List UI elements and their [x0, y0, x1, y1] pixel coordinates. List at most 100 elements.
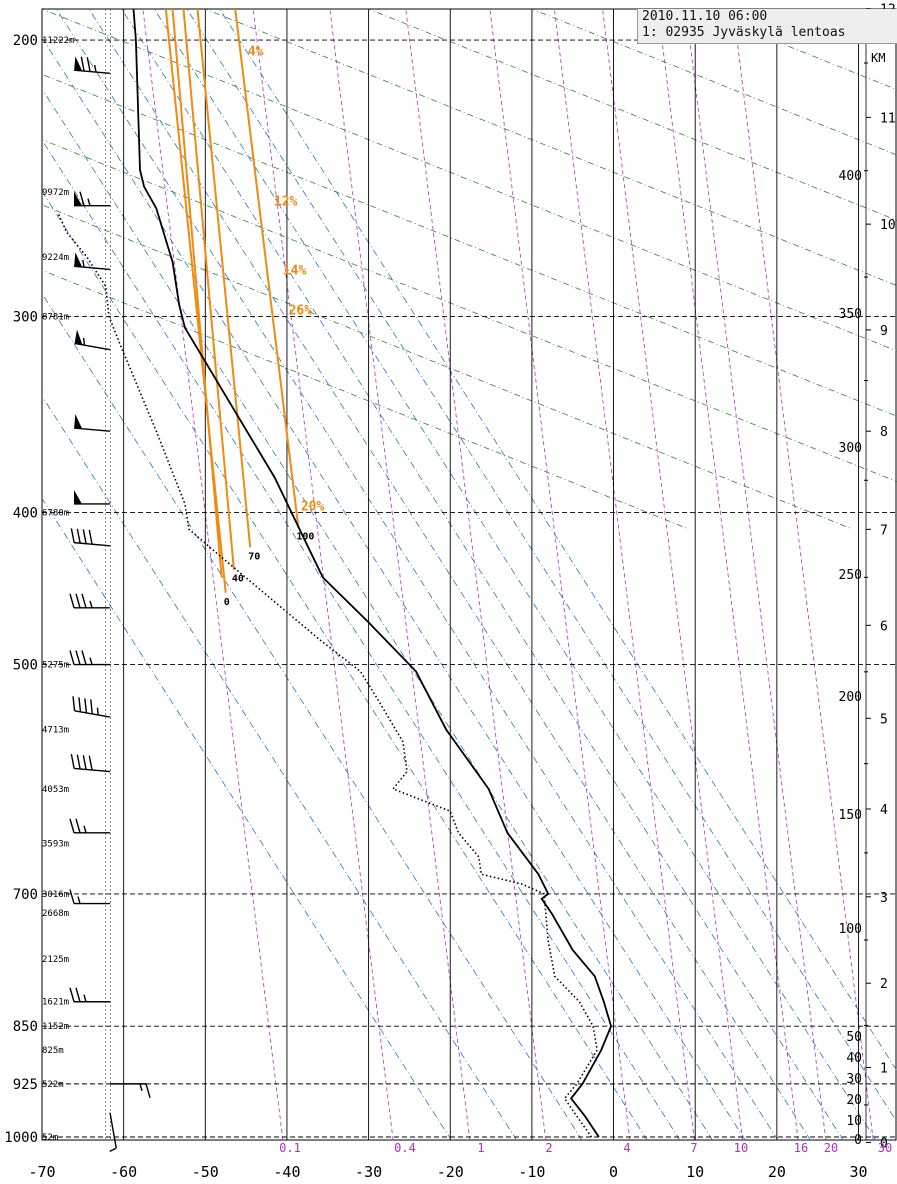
- wind-barb-flag: [88, 529, 93, 545]
- wind-barb-half-flag: [93, 64, 97, 73]
- km-tick-label: 1: [880, 1061, 888, 1076]
- mixing-ratio-line: [553, 9, 695, 1140]
- height-label: 2668m: [42, 909, 69, 919]
- theta-label: 10: [846, 1114, 862, 1129]
- theta-label: 100: [839, 922, 862, 937]
- wind-barb-flag: [81, 650, 87, 665]
- temperature-tick-label: 30: [849, 1163, 867, 1181]
- wind-barb-flag: [84, 698, 88, 713]
- wind-barb-flag: [79, 191, 85, 206]
- wind-barb-staff: [74, 265, 111, 271]
- pressure-tick-label: 700: [13, 887, 38, 903]
- percentage-annotation: 26%: [289, 304, 313, 319]
- mixing-ratio-line: [405, 9, 547, 1140]
- moist-adiabat-line: [55, 9, 779, 1140]
- wind-barb: [69, 593, 110, 609]
- wind-barb-flag: [80, 56, 85, 72]
- dry-adiabat-line: [694, 9, 897, 91]
- wind-barb-staff: [74, 342, 111, 351]
- theta-label: 150: [839, 808, 862, 823]
- wind-barb-pennant: [74, 414, 83, 429]
- wind-barb-pennant: [74, 56, 83, 71]
- theta-label: 20: [846, 1093, 862, 1108]
- theta-label: 0: [854, 1133, 862, 1148]
- wind-barb-flag: [75, 593, 81, 608]
- km-tick-label: 2: [880, 977, 888, 992]
- mixing-ratio-label: 10: [734, 1141, 748, 1155]
- dry-adiabat-line: [42, 9, 897, 352]
- wind-barb-flag: [75, 650, 81, 665]
- wind-barb: [69, 650, 110, 666]
- temperature-tick-label: -20: [437, 1163, 464, 1181]
- wind-barb-half-flag: [82, 259, 85, 268]
- moist-adiabat-line: [42, 293, 583, 1140]
- mixing-ratio-label: 4: [623, 1141, 630, 1155]
- temperature-tick-label: -60: [110, 1163, 137, 1181]
- wind-barb-pennant: [74, 329, 83, 345]
- wind-barb-flag: [75, 818, 81, 834]
- wind-barb-flag: [78, 697, 82, 712]
- moist-adiabat-line: [42, 395, 518, 1140]
- wind-barb-flag: [69, 818, 75, 834]
- dry-adiabat-line: [42, 204, 853, 530]
- moist-adiabat-line: [42, 88, 713, 1140]
- sounding-station: 1: 02935 Jyväskylä lentoas: [642, 25, 846, 40]
- wind-barb-pennant: [74, 252, 83, 267]
- mixing-ratio-line: [329, 9, 471, 1140]
- wind-barb: [110, 1083, 151, 1099]
- pressure-tick-label: 925: [13, 1077, 38, 1093]
- percentage-annotation: 12%: [274, 194, 298, 209]
- dry-adiabat-line: [857, 9, 897, 25]
- dry-adiabat-line: [42, 269, 689, 530]
- wind-barb-flag: [82, 755, 87, 770]
- mixing-ratio-line: [657, 9, 799, 1140]
- height-label: 5275m: [42, 661, 69, 671]
- wind-barb-flag: [145, 1083, 151, 1099]
- wind-barb: [74, 252, 111, 271]
- pressure-tick-label: 300: [13, 309, 38, 325]
- height-label: 522m: [42, 1080, 64, 1090]
- height-label: 4053m: [42, 785, 69, 795]
- temperature-tick-label: -30: [355, 1163, 382, 1181]
- wind-barb-half-flag: [83, 825, 87, 834]
- wind-barb-half-flag: [139, 1083, 143, 1092]
- percentage-annotation: 20%: [301, 500, 325, 515]
- wind-barb-staff: [109, 1112, 117, 1149]
- dry-adiabat-line: [204, 9, 897, 287]
- orange-line-end-label: 70: [248, 551, 260, 562]
- moist-adiabat-line: [42, 497, 452, 1140]
- wind-barb: [69, 818, 110, 834]
- dry-adiabat-line: [530, 9, 897, 156]
- mixing-ratio-line: [489, 9, 631, 1140]
- mixing-ratio-line: [685, 9, 827, 1140]
- mixing-ratio-label: 7: [690, 1141, 697, 1155]
- moist-adiabat-line: [186, 9, 897, 1123]
- plot-frame: [41, 8, 897, 1141]
- height-label: 9224m: [42, 253, 69, 263]
- height-label: 52m: [42, 1133, 58, 1143]
- moist-adiabat-line: [42, 37, 746, 1140]
- temperature-line: [132, 9, 613, 1138]
- km-axis-title: KM: [871, 51, 885, 65]
- temperature-tick-label: 20: [768, 1163, 786, 1181]
- mixing-ratio-label: 0.4: [394, 1141, 416, 1155]
- theta-label: 350: [839, 307, 862, 322]
- wind-barb-flag: [75, 987, 81, 1002]
- km-tick-label: 3: [880, 891, 888, 906]
- wind-barb-flag: [81, 593, 87, 608]
- temperature-tick-label: -70: [28, 1163, 55, 1181]
- wind-barb-flag: [70, 528, 75, 543]
- wind-barb-flag: [90, 699, 93, 714]
- wind-barb-flag: [76, 528, 81, 544]
- mixing-ratio-line: [732, 9, 874, 1140]
- moist-adiabat-line: [219, 9, 897, 1072]
- moist-adiabat-line: [42, 190, 648, 1140]
- mixing-ratio-label: 20: [824, 1141, 838, 1155]
- mixing-ratio-label: 0.1: [279, 1141, 301, 1155]
- km-tick-label: 10: [880, 218, 896, 233]
- theta-label: 200: [839, 690, 862, 705]
- mixing-ratio-label: 1: [477, 1141, 484, 1155]
- pressure-tick-label: 400: [13, 506, 38, 522]
- height-label: 6780m: [42, 509, 69, 519]
- wind-barb: [74, 414, 111, 432]
